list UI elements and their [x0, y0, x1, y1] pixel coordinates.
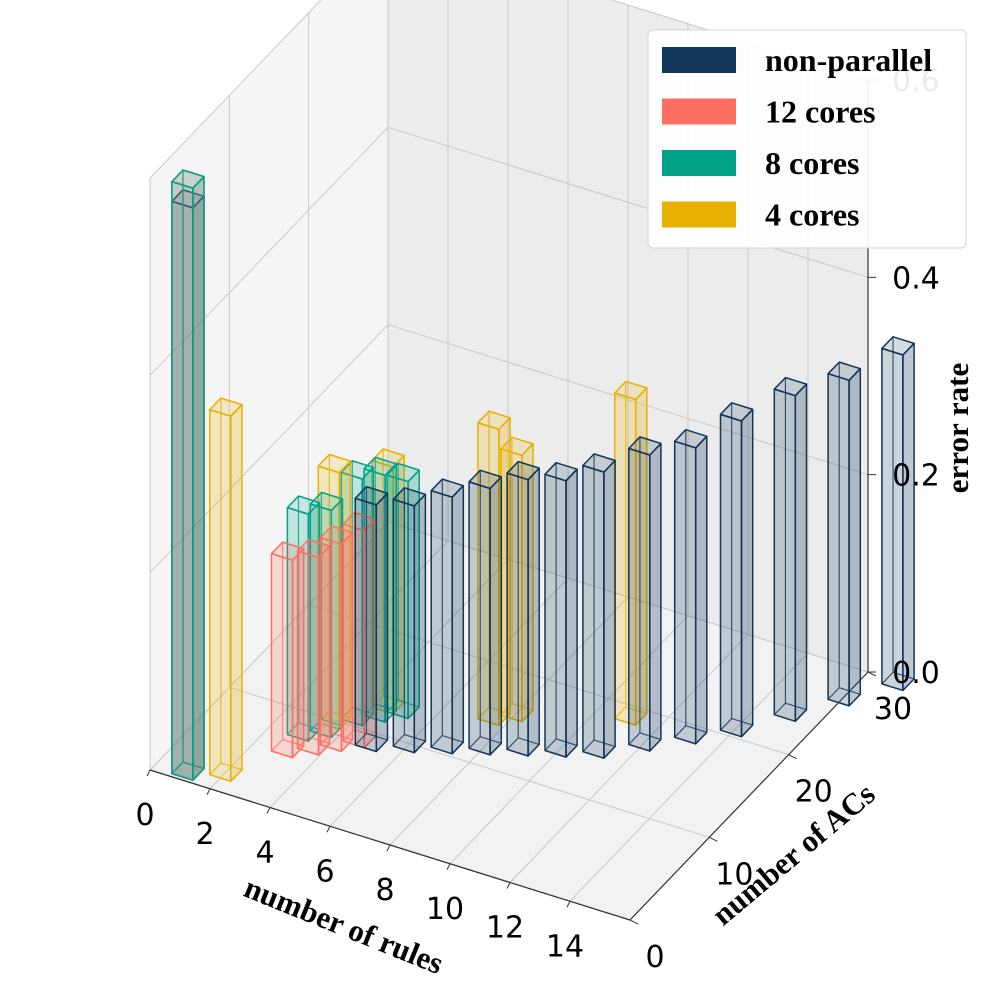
- x-tick-label: 10: [426, 892, 464, 927]
- x-tick-mark: [206, 788, 211, 795]
- y-tick-label: 20: [795, 775, 833, 810]
- legend-label: 12 cores: [765, 94, 875, 130]
- x-tick-mark: [386, 844, 391, 852]
- x-tick-mark: [506, 882, 511, 889]
- x-tick-label: 4: [255, 836, 274, 871]
- bar-non-parallel: [719, 402, 754, 738]
- y-axis-line: [629, 671, 869, 921]
- bar-12-cores: [319, 525, 354, 753]
- y-tick-mark: [867, 671, 877, 677]
- bars: [171, 169, 915, 783]
- bar-8-cores: [171, 169, 205, 781]
- legend-label: 8 cores: [765, 145, 859, 181]
- y-tick-mark: [788, 754, 797, 760]
- x-tick-label: 8: [375, 873, 394, 908]
- bar-4-cores: [613, 380, 648, 726]
- legend-label: 4 cores: [765, 197, 859, 233]
- bar-non-parallel: [628, 436, 662, 752]
- legend-swatch: [662, 201, 736, 228]
- bar-non-parallel: [673, 428, 708, 745]
- x-tick-mark: [266, 807, 271, 814]
- y-tick-label: 0: [645, 940, 664, 975]
- x-axis-label: number of rules: [239, 869, 448, 981]
- x-tick-mark: [146, 769, 151, 777]
- y-tick-label: 30: [874, 692, 912, 727]
- grid-line-z: [387, 126, 869, 278]
- grid-line-z: [149, 0, 322, 179]
- bar-non-parallel: [506, 460, 540, 757]
- grid-line-z: [149, 126, 389, 376]
- grid-line-z: [387, 324, 869, 476]
- y-tick-label: 10: [715, 857, 753, 892]
- legend: non-parallel 12 cores 8 cores 4 cores: [647, 29, 967, 249]
- grid-lines: [149, 0, 869, 921]
- y-tick-mark: [629, 919, 639, 925]
- x-tick-mark: [446, 863, 451, 870]
- bar-non-parallel: [827, 361, 862, 707]
- x-tick-label: 14: [546, 929, 584, 964]
- y-tick-mark: [709, 836, 718, 842]
- bar-non-parallel: [881, 336, 915, 692]
- bar-non-parallel: [392, 487, 427, 754]
- bar-non-parallel: [773, 376, 808, 723]
- bar-non-parallel: [468, 469, 503, 756]
- grid-line-y: [229, 686, 710, 838]
- x-tick-label: 12: [486, 911, 524, 946]
- bar-12-cores: [270, 541, 305, 759]
- grid-line-x: [449, 615, 689, 865]
- grid-line-x: [389, 596, 629, 846]
- grid-line-z: [149, 324, 389, 574]
- grid-line-z: [149, 521, 389, 771]
- legend-swatch: [662, 150, 736, 176]
- x-tick-label: 0: [135, 798, 154, 833]
- z-tick-label: 0.0: [892, 656, 940, 691]
- bar-non-parallel: [544, 461, 578, 758]
- bar-non-parallel: [354, 485, 389, 753]
- x-tick-mark: [566, 901, 571, 908]
- z-axis-label: error rate: [940, 363, 975, 494]
- legend-label: non-parallel: [765, 42, 932, 78]
- x-tick-mark: [326, 826, 331, 833]
- grid-line-x: [509, 634, 749, 883]
- z-tick-label: 0.2: [892, 459, 940, 494]
- legend-swatch: [662, 47, 736, 73]
- bar-non-parallel: [582, 453, 616, 759]
- bar-4-cores: [209, 397, 243, 783]
- x-tick-label: 2: [195, 817, 214, 852]
- grid-line-y: [308, 604, 789, 756]
- legend-box: [647, 29, 967, 249]
- z-tick-label: 0.4: [892, 261, 940, 296]
- grid-line-x: [569, 652, 809, 902]
- grid-line-z: [387, 521, 869, 673]
- bar-non-parallel: [430, 478, 465, 755]
- legend-swatch: [662, 98, 736, 125]
- grid-line-x: [269, 559, 509, 808]
- bar-12-cores: [296, 538, 331, 756]
- x-tick-label: 6: [315, 854, 334, 889]
